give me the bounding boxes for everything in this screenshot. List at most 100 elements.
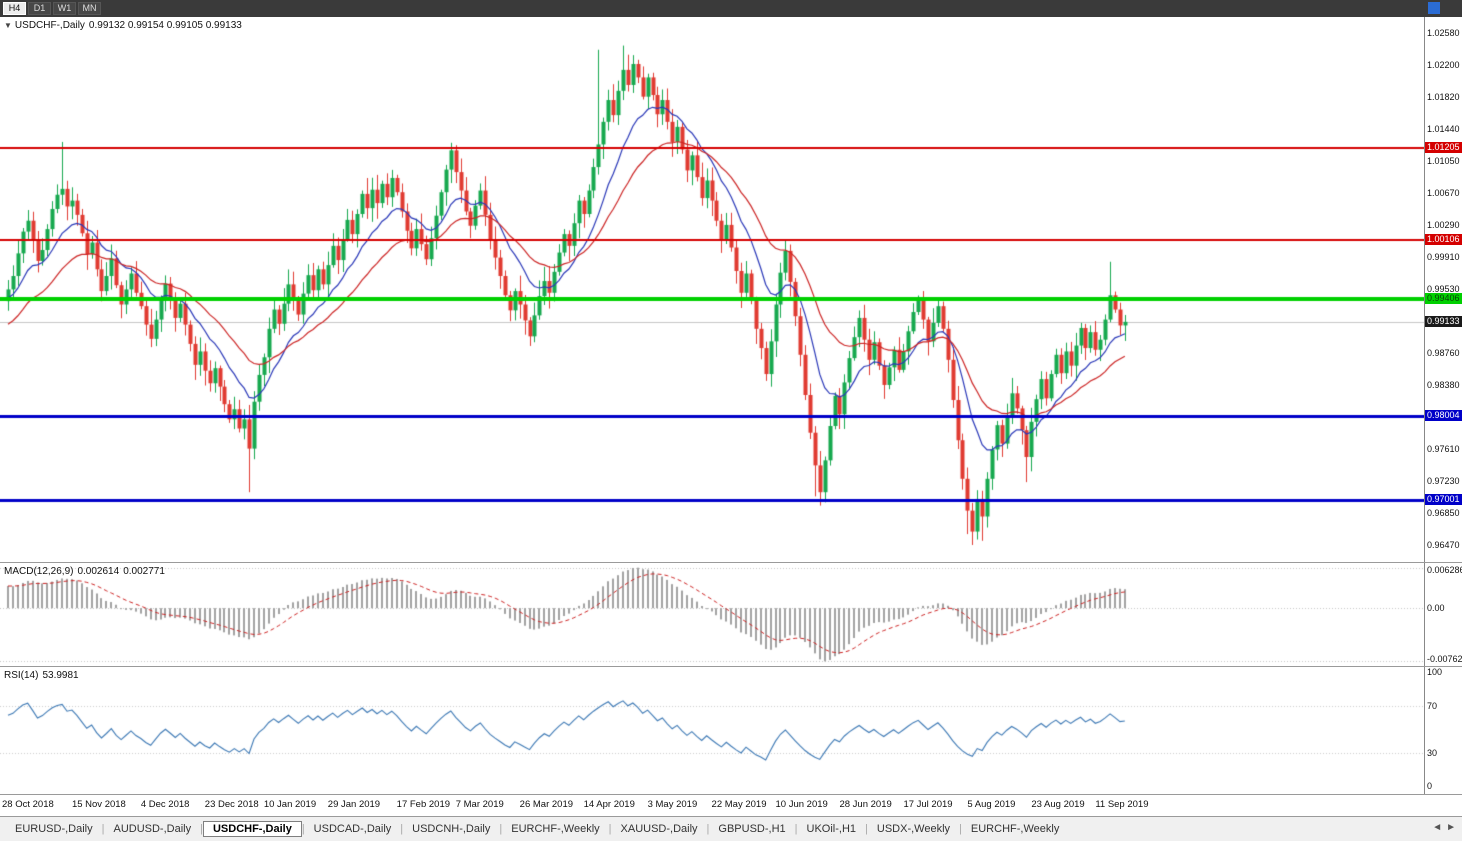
macd-axis-label: 0.00 — [1427, 603, 1445, 614]
date-label: 10 Jun 2019 — [775, 799, 828, 810]
timeframe-button-group: H4 D1 W1 MN — [3, 2, 103, 15]
rsi-canvas[interactable] — [0, 667, 1424, 794]
price-tick: 1.02200 — [1427, 59, 1460, 70]
tab-separator: | — [200, 823, 203, 835]
macd-signal-value: 0.002771 — [123, 566, 165, 577]
price-tick: 0.97230 — [1427, 476, 1460, 487]
rsi-axis-label: 70 — [1427, 700, 1438, 711]
macd-axis: 0.006286 0.00 -0.00762 — [1424, 563, 1462, 666]
timeframe-button-h4[interactable]: H4 — [3, 2, 26, 15]
date-label: 23 Dec 2018 — [204, 799, 259, 810]
price-tick: 0.96850 — [1427, 508, 1460, 519]
tab-usdx-weekly[interactable]: USDX-,Weekly — [876, 823, 951, 835]
date-label: 23 Aug 2019 — [1031, 799, 1085, 810]
date-label: 10 Jan 2019 — [263, 799, 317, 810]
date-label: 22 May 2019 — [711, 799, 767, 810]
date-label: 4 Dec 2018 — [140, 799, 190, 810]
tab-eurchf-weekly[interactable]: EURCHF-,Weekly — [970, 823, 1060, 835]
tab-gbpusd-h1[interactable]: GBPUSD-,H1 — [718, 823, 786, 835]
tab-eurusd-daily[interactable]: EURUSD-,Daily — [15, 823, 93, 835]
date-label: 17 Jul 2019 — [903, 799, 953, 810]
timeframe-button-d1[interactable]: D1 — [28, 2, 51, 15]
price-tick: 0.98380 — [1427, 379, 1460, 390]
hline-price-label: 0.98004 — [1425, 410, 1462, 422]
symbol-dropdown-icon[interactable]: ▼ — [4, 21, 12, 30]
date-axis: 28 Oct 2018 15 Nov 2018 4 Dec 2018 23 Dec 2… — [0, 795, 1462, 817]
timeframe-button-mn[interactable]: MN — [78, 2, 101, 15]
tab-usdchf-daily[interactable]: USDCHF-,Daily — [202, 821, 302, 837]
macd-panel: MACD(12,26,9) 0.002614 0.002771 0.006286 0.… — [0, 563, 1462, 667]
tab-separator: | — [706, 823, 710, 835]
rsi-axis: 100 70 30 0 — [1424, 667, 1462, 794]
chart-symbol-label: USDCHF-,Daily — [14, 20, 85, 31]
tab-separator: | — [400, 823, 404, 835]
price-chart-canvas[interactable] — [0, 17, 1424, 562]
chart-tabs: EURUSD-,Daily | AUDUSD-,Daily | USDCHF-,Dail… — [6, 821, 1068, 837]
macd-canvas[interactable] — [0, 563, 1424, 666]
date-label: 14 Apr 2019 — [583, 799, 635, 810]
macd-label: MACD(12,26,9) 0.002614 0.002771 — [4, 566, 169, 577]
date-label: 26 Mar 2019 — [519, 799, 574, 810]
price-tick: 1.01440 — [1427, 123, 1460, 134]
date-label: 15 Nov 2018 — [71, 799, 126, 810]
date-label: 3 May 2019 — [647, 799, 698, 810]
price-tick: 0.99910 — [1427, 251, 1460, 262]
rsi-label: RSI(14) 53.9981 — [4, 670, 83, 681]
tab-eurchf-weekly[interactable]: EURCHF-,Weekly — [511, 823, 600, 835]
tab-separator: | — [101, 823, 105, 835]
tab-audusd-daily[interactable]: AUDUSD-,Daily — [113, 823, 192, 835]
price-chart-panel: ▼ USDCHF-,Daily 0.99132 0.99154 0.99105 0.… — [0, 17, 1462, 563]
current-price-label: 0.99133 — [1425, 315, 1462, 327]
timeframe-toolbar: H4 D1 W1 MN — [0, 0, 1462, 17]
hline-price-label: 0.99406 — [1425, 292, 1462, 304]
tab-usdcad-daily[interactable]: USDCAD-,Daily — [313, 823, 392, 835]
timeframe-button-w1[interactable]: W1 — [53, 2, 76, 15]
price-tick: 1.02580 — [1427, 28, 1460, 38]
hline-price-label: 1.00106 — [1425, 234, 1462, 246]
price-tick: 1.01050 — [1427, 156, 1460, 167]
date-label: 11 Sep 2019 — [1095, 799, 1149, 810]
price-tick: 0.97610 — [1427, 444, 1460, 455]
rsi-panel: RSI(14) 53.9981 100 70 30 0 — [0, 667, 1462, 795]
rsi-value: 53.9981 — [42, 670, 79, 681]
date-label: 17 Feb 2019 — [396, 799, 451, 810]
macd-value: 0.002614 — [77, 566, 120, 577]
date-label: 28 Oct 2018 — [2, 799, 54, 810]
tab-ukoil-h1[interactable]: UKOil-,H1 — [806, 823, 857, 835]
price-tick: 1.00290 — [1427, 219, 1460, 230]
tab-scroll-left-icon[interactable]: ◄ — [1432, 822, 1443, 833]
price-tick: 0.96470 — [1427, 539, 1460, 550]
chart-ohlc-readout: 0.99132 0.99154 0.99105 0.99133 — [88, 20, 242, 31]
chart-tab-bar: EURUSD-,Daily | AUDUSD-,Daily | USDCHF-,Dail… — [0, 817, 1462, 841]
rsi-axis-label: 100 — [1427, 667, 1443, 677]
tab-separator: | — [608, 823, 612, 835]
macd-axis-label: -0.00762 — [1427, 654, 1462, 664]
price-tick: 1.01820 — [1427, 91, 1460, 102]
rsi-name: RSI(14) — [4, 670, 39, 681]
tab-usdcnh-daily[interactable]: USDCNH-,Daily — [412, 823, 491, 835]
date-label: 29 Jan 2019 — [327, 799, 381, 810]
hline-price-label: 1.01205 — [1425, 142, 1462, 154]
chart-window: ▼ USDCHF-,Daily 0.99132 0.99154 0.99105 0.… — [0, 17, 1462, 817]
rsi-axis-label: 30 — [1427, 748, 1438, 759]
date-label: 7 Mar 2019 — [455, 799, 504, 810]
tab-separator: | — [499, 823, 503, 835]
price-tick: 0.99530 — [1427, 283, 1460, 294]
tab-separator: | — [959, 823, 962, 835]
tab-separator: | — [865, 823, 868, 835]
hline-price-label: 0.97001 — [1425, 494, 1462, 506]
chart-title: ▼ USDCHF-,Daily 0.99132 0.99154 0.99105 0.… — [4, 20, 246, 31]
rsi-axis-label: 0 — [1427, 781, 1433, 791]
tab-separator: | — [794, 823, 798, 835]
price-tick: 1.00670 — [1427, 188, 1460, 199]
date-label: 28 Jun 2019 — [839, 799, 892, 810]
macd-axis-label: 0.006286 — [1427, 565, 1462, 575]
macd-name: MACD(12,26,9) — [4, 566, 74, 577]
date-label: 5 Aug 2019 — [967, 799, 1016, 810]
tab-scroll-controls: ◄ ► — [1432, 821, 1456, 835]
price-tick: 0.98760 — [1427, 348, 1460, 359]
tab-scroll-right-icon[interactable]: ► — [1446, 822, 1456, 833]
tab-xauusd-daily[interactable]: XAUUSD-,Daily — [620, 823, 698, 835]
price-axis: 1.02580 1.02200 1.01820 1.01440 1.01050 1.006… — [1424, 17, 1462, 562]
window-icon[interactable] — [1428, 2, 1440, 14]
